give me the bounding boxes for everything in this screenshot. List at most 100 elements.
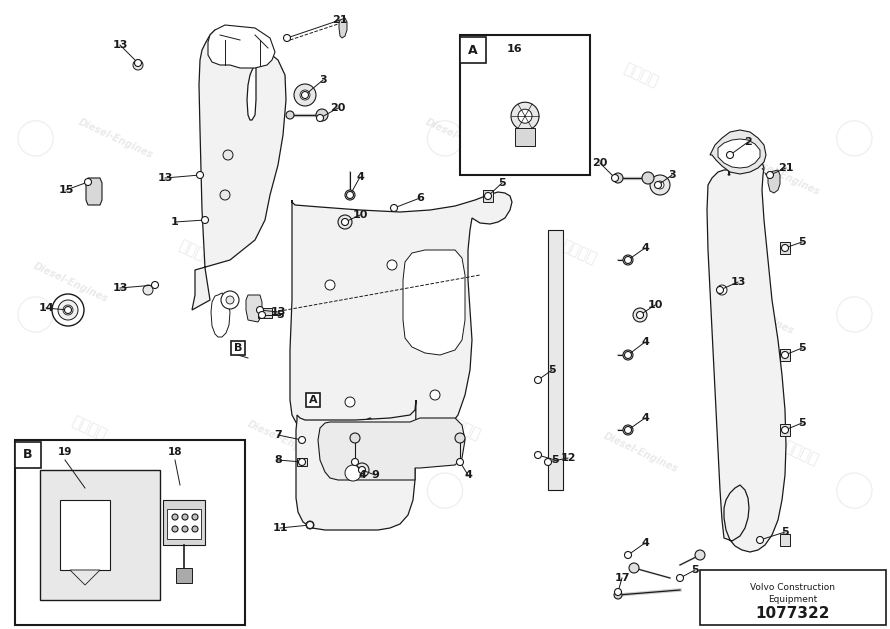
Circle shape — [286, 111, 294, 119]
Circle shape — [306, 521, 313, 528]
Polygon shape — [86, 178, 102, 205]
Text: 紫发动力: 紫发动力 — [69, 413, 109, 442]
Circle shape — [284, 35, 290, 42]
Bar — [483, 190, 493, 202]
Text: 5: 5 — [498, 178, 506, 188]
Bar — [548, 230, 563, 490]
Text: 17: 17 — [614, 573, 630, 583]
Bar — [700, 570, 886, 625]
Bar — [515, 128, 535, 146]
Circle shape — [613, 173, 623, 183]
Polygon shape — [211, 293, 230, 337]
Circle shape — [346, 191, 353, 199]
Circle shape — [63, 305, 73, 315]
Text: Diesel-Engines: Diesel-Engines — [717, 293, 796, 336]
Text: 9: 9 — [371, 470, 379, 480]
Circle shape — [656, 181, 664, 189]
Circle shape — [300, 90, 310, 100]
Polygon shape — [208, 25, 275, 68]
Text: 5: 5 — [692, 565, 699, 575]
Text: 21: 21 — [332, 15, 348, 25]
Circle shape — [133, 60, 143, 70]
Text: 13: 13 — [112, 283, 127, 293]
Circle shape — [220, 190, 230, 200]
Circle shape — [172, 526, 178, 532]
Circle shape — [85, 179, 92, 186]
Text: 18: 18 — [167, 447, 182, 457]
Circle shape — [345, 397, 355, 407]
Polygon shape — [339, 18, 347, 38]
Circle shape — [355, 463, 369, 477]
Circle shape — [781, 245, 789, 252]
Circle shape — [182, 526, 188, 532]
Text: Equipment: Equipment — [768, 594, 818, 603]
Text: 4: 4 — [356, 172, 364, 182]
Text: 2: 2 — [744, 137, 752, 147]
Polygon shape — [290, 192, 512, 437]
Circle shape — [545, 459, 552, 465]
Bar — [460, 35, 590, 175]
Text: 7: 7 — [274, 430, 282, 440]
Circle shape — [535, 452, 541, 459]
Circle shape — [614, 591, 622, 599]
Text: Diesel-Engines: Diesel-Engines — [32, 262, 110, 304]
Bar — [258, 308, 272, 318]
Polygon shape — [718, 139, 760, 168]
Circle shape — [143, 285, 153, 295]
Text: 8: 8 — [274, 455, 282, 465]
Circle shape — [636, 311, 643, 318]
Polygon shape — [318, 418, 465, 480]
Text: 5: 5 — [781, 527, 789, 537]
Text: 紫发动力: 紫发动力 — [781, 438, 821, 467]
Circle shape — [172, 514, 178, 520]
Text: Diesel-Engines: Diesel-Engines — [77, 117, 155, 160]
Text: A: A — [309, 395, 318, 405]
Text: 13: 13 — [112, 40, 127, 50]
Circle shape — [625, 552, 632, 559]
Text: 16: 16 — [507, 44, 522, 54]
Bar — [780, 242, 790, 254]
Circle shape — [766, 172, 773, 179]
Text: 3: 3 — [320, 75, 327, 85]
Text: 1077322: 1077322 — [756, 606, 830, 620]
Text: 5: 5 — [551, 455, 559, 465]
Polygon shape — [707, 157, 786, 552]
Circle shape — [637, 312, 643, 318]
Polygon shape — [246, 295, 262, 322]
Circle shape — [197, 172, 204, 179]
Text: B: B — [23, 448, 33, 462]
Circle shape — [325, 280, 335, 290]
Circle shape — [430, 390, 440, 400]
Circle shape — [256, 306, 263, 313]
Bar — [15, 442, 41, 468]
Polygon shape — [296, 400, 416, 530]
Text: 紫发动力: 紫发动力 — [176, 237, 215, 266]
Circle shape — [52, 294, 84, 326]
Polygon shape — [403, 250, 465, 355]
Text: 11: 11 — [272, 523, 287, 533]
Circle shape — [391, 204, 398, 211]
Text: 10: 10 — [647, 300, 663, 310]
Circle shape — [134, 60, 142, 67]
Text: 4: 4 — [641, 243, 649, 253]
Bar — [15, 440, 245, 625]
Circle shape — [676, 574, 684, 581]
Circle shape — [518, 109, 532, 123]
Circle shape — [359, 467, 365, 473]
Bar — [297, 458, 307, 466]
Text: 5: 5 — [798, 343, 805, 353]
Circle shape — [151, 282, 158, 289]
Circle shape — [223, 150, 233, 160]
Circle shape — [345, 465, 361, 481]
Circle shape — [642, 172, 654, 184]
Circle shape — [535, 377, 541, 384]
Circle shape — [352, 459, 359, 465]
Text: 13: 13 — [731, 277, 746, 287]
Text: 10: 10 — [352, 210, 368, 220]
Circle shape — [192, 526, 198, 532]
Text: 4: 4 — [464, 470, 472, 480]
Text: 13: 13 — [271, 307, 286, 317]
Circle shape — [611, 174, 619, 182]
Circle shape — [338, 215, 352, 229]
Text: Diesel-Engines: Diesel-Engines — [744, 155, 822, 198]
